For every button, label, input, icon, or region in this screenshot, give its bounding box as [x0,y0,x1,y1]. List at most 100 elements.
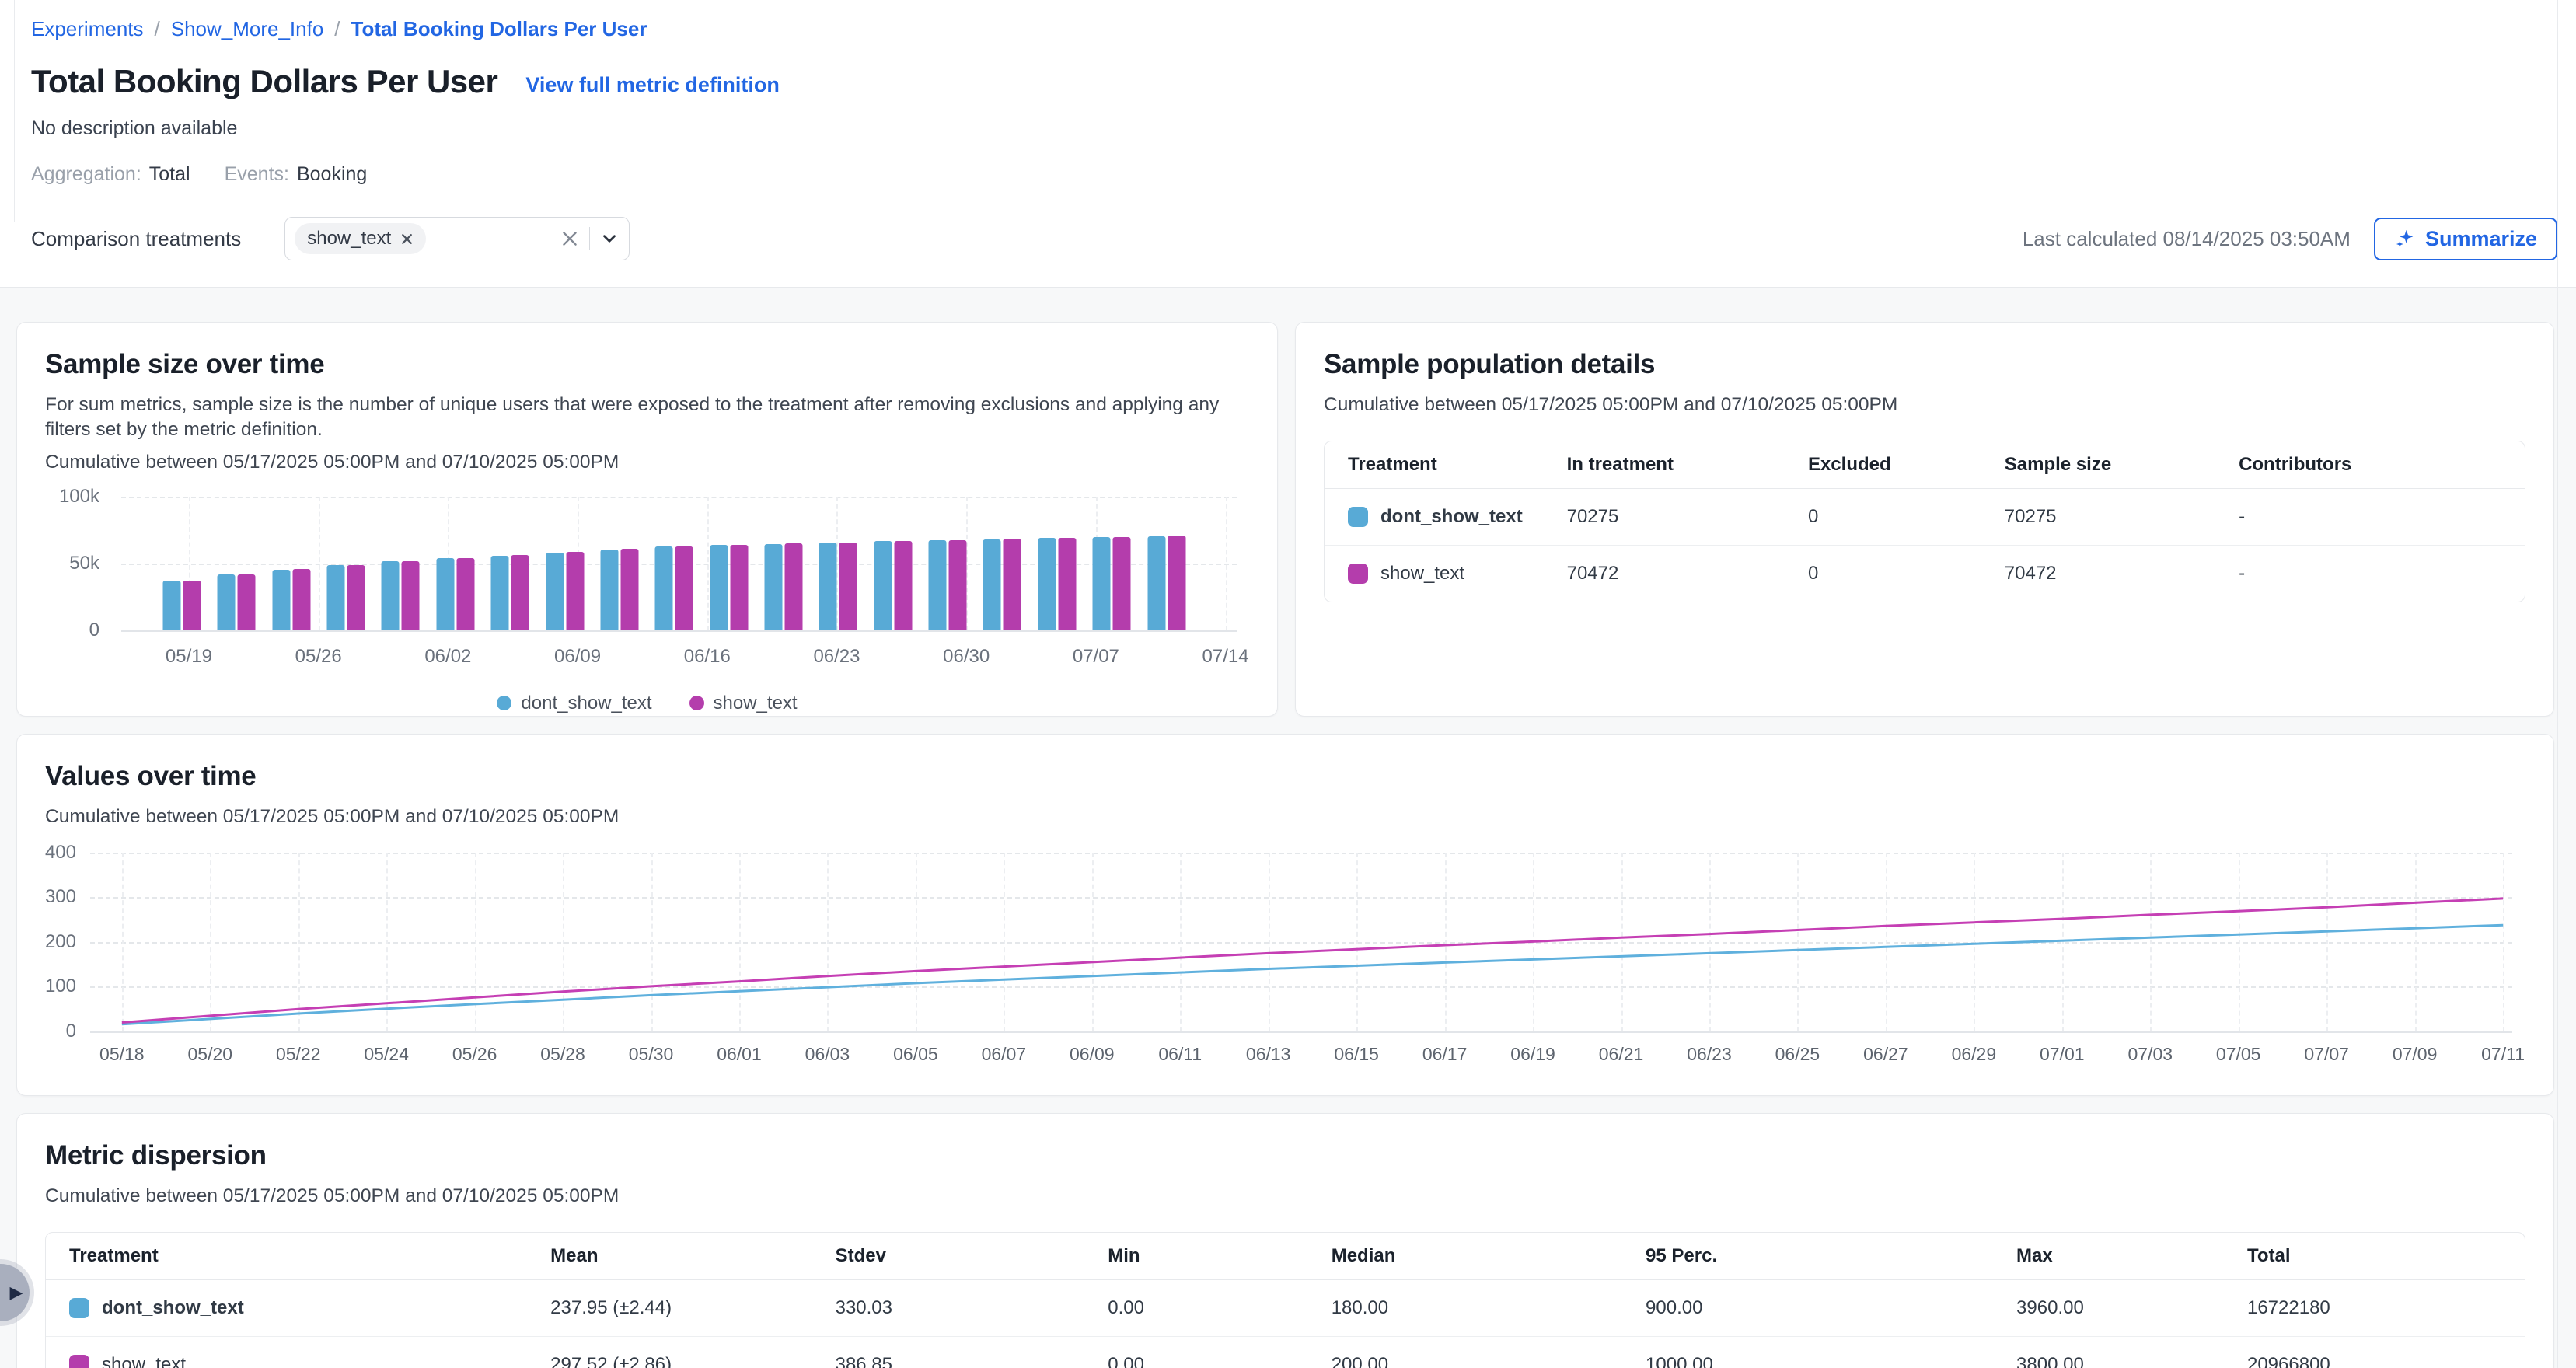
values-line-chart: 0 100 200 300 400 05/18 05/20 05/22 05/24 05/26 0… [44,842,2525,1078]
line-chart-svg [90,853,2512,1031]
bar-pair [764,497,803,630]
select-divider [589,227,591,250]
bar-show_text [730,545,749,630]
gridline-v [2326,852,2329,1031]
cell-mean: 237.95 (±2.44) [550,1296,672,1318]
gridline-v [1356,852,1359,1031]
bar-show_text [1003,539,1021,630]
bar-pair [162,497,201,630]
summarize-button[interactable]: Summarize [2373,217,2557,260]
line-x-tick-label: 05/24 [364,1043,409,1064]
gridline-h [90,897,2512,899]
gridline-v [298,852,300,1031]
view-full-metric-definition-link[interactable]: View full metric definition [525,73,780,96]
treatment-chip[interactable]: show_text [295,223,427,254]
bar-x-tick-label: 06/30 [943,645,990,667]
chevron-down-icon[interactable] [599,229,620,249]
bar-y-tick-label: 100k [58,485,99,507]
gridline-v [121,852,124,1031]
bar-pair [983,497,1021,630]
bar-dont_show_text [764,543,783,630]
events-label: Events: [224,163,289,185]
comparison-treatments-select[interactable]: show_text [284,217,630,260]
line-x-tick-label: 07/01 [2040,1043,2085,1064]
bar-show_text [237,574,256,630]
gridline-h [90,986,2512,989]
breadcrumb-metric-name[interactable]: Total Booking Dollars Per User [351,17,647,40]
comparison-treatments-label: Comparison treatments [31,226,242,250]
chip-remove-icon[interactable] [400,232,414,246]
bar-pair [217,497,256,630]
bar-dont_show_text [819,542,837,630]
cell-total: 20966800 [2246,1353,2330,1368]
line-x-tick-label: 06/03 [805,1043,850,1064]
line-x-tick-label: 06/07 [981,1043,1027,1064]
bar-show_text [292,569,311,630]
gridline-h [121,496,1237,498]
gridline-v [1268,852,1270,1031]
events-value: Booking [296,163,368,185]
bar-pair [928,497,967,630]
clear-selection-icon[interactable] [560,229,580,249]
bar-dont_show_text [436,558,455,630]
bar-pair [1038,497,1077,630]
gridline-v [1444,852,1447,1031]
treatment-name: dont_show_text [102,1296,244,1318]
bar-dont_show_text [217,574,236,630]
gridline-v [1180,852,1182,1031]
bar-show_text [456,557,475,630]
cell-mean: 297.52 (±2.86) [550,1353,672,1368]
gridline-v [1885,852,1887,1031]
bar-chart-y-axis: 0 50k 100k [45,486,110,640]
right-divider [2557,0,2558,1368]
arrow-right-icon: ▶ [9,1282,23,1302]
line-y-tick-label: 300 [44,886,76,908]
cell-in-treatment: 70472 [1566,562,1619,584]
left-divider [14,0,15,222]
col-mean: Mean [550,1244,599,1266]
gridline-v [2061,852,2064,1031]
breadcrumb-experiments[interactable]: Experiments [31,17,144,40]
sample-size-card: Sample size over time For sum metrics, s… [16,322,1278,717]
table-row: dont_show_text 70275 0 70275 - [1325,489,2525,546]
bar-pair [490,497,529,630]
line-series-dont_show_text [122,925,2503,1024]
line-x-tick-label: 05/20 [187,1043,233,1064]
gridline-v [1709,852,1711,1031]
line-x-tick-label: 06/17 [1422,1043,1468,1064]
bar-x-tick-label: 06/16 [683,645,731,667]
bar-dont_show_text [710,545,728,630]
breadcrumb-experiment-name[interactable]: Show_More_Info [170,17,324,40]
line-y-tick-label: 0 [65,1020,76,1042]
main-content: Sample size over time For sum metrics, s… [0,288,2576,1368]
gridline-v [1225,496,1227,630]
sample-size-title: Sample size over time [45,349,325,379]
bar-pair [874,497,913,630]
bar-x-tick-label: 06/02 [424,645,472,667]
bar-pair [546,497,585,630]
breadcrumb: Experiments / Show_More_Info / Total Boo… [31,17,2557,41]
cell-sample-size: 70275 [2004,505,2057,527]
treatment-swatch [1348,506,1368,527]
line-y-tick-label: 100 [44,975,76,997]
bar-pair [600,497,639,630]
bar-show_text [948,539,967,630]
gridline-v [836,496,839,630]
bar-show_text [1168,536,1185,630]
sample-population-card: Sample population details Cumulative bet… [1295,322,2554,717]
bar-chart-legend: dont_show_text show_text [45,693,1249,714]
table-row: show_text 297.52 (±2.86) 386.85 0.00 200… [46,1337,2525,1368]
gridline-v [563,852,565,1031]
cell-max: 3960.00 [2016,1296,2084,1318]
treatment-name: dont_show_text [1380,505,1523,527]
bar-dont_show_text [1092,537,1111,630]
cell-median: 200.00 [1331,1353,1389,1368]
dispersion-table-header: Treatment Mean Stdev Min Median 95 Perc.… [46,1233,2525,1280]
cell-stdev: 386.85 [835,1353,892,1368]
summarize-label: Summarize [2424,226,2537,250]
col-median: Median [1331,1244,1396,1266]
bar-x-tick-label: 07/07 [1072,645,1119,667]
legend-label: show_text [713,692,798,714]
bar-pair [1092,497,1131,630]
gridline-v [2238,852,2240,1031]
